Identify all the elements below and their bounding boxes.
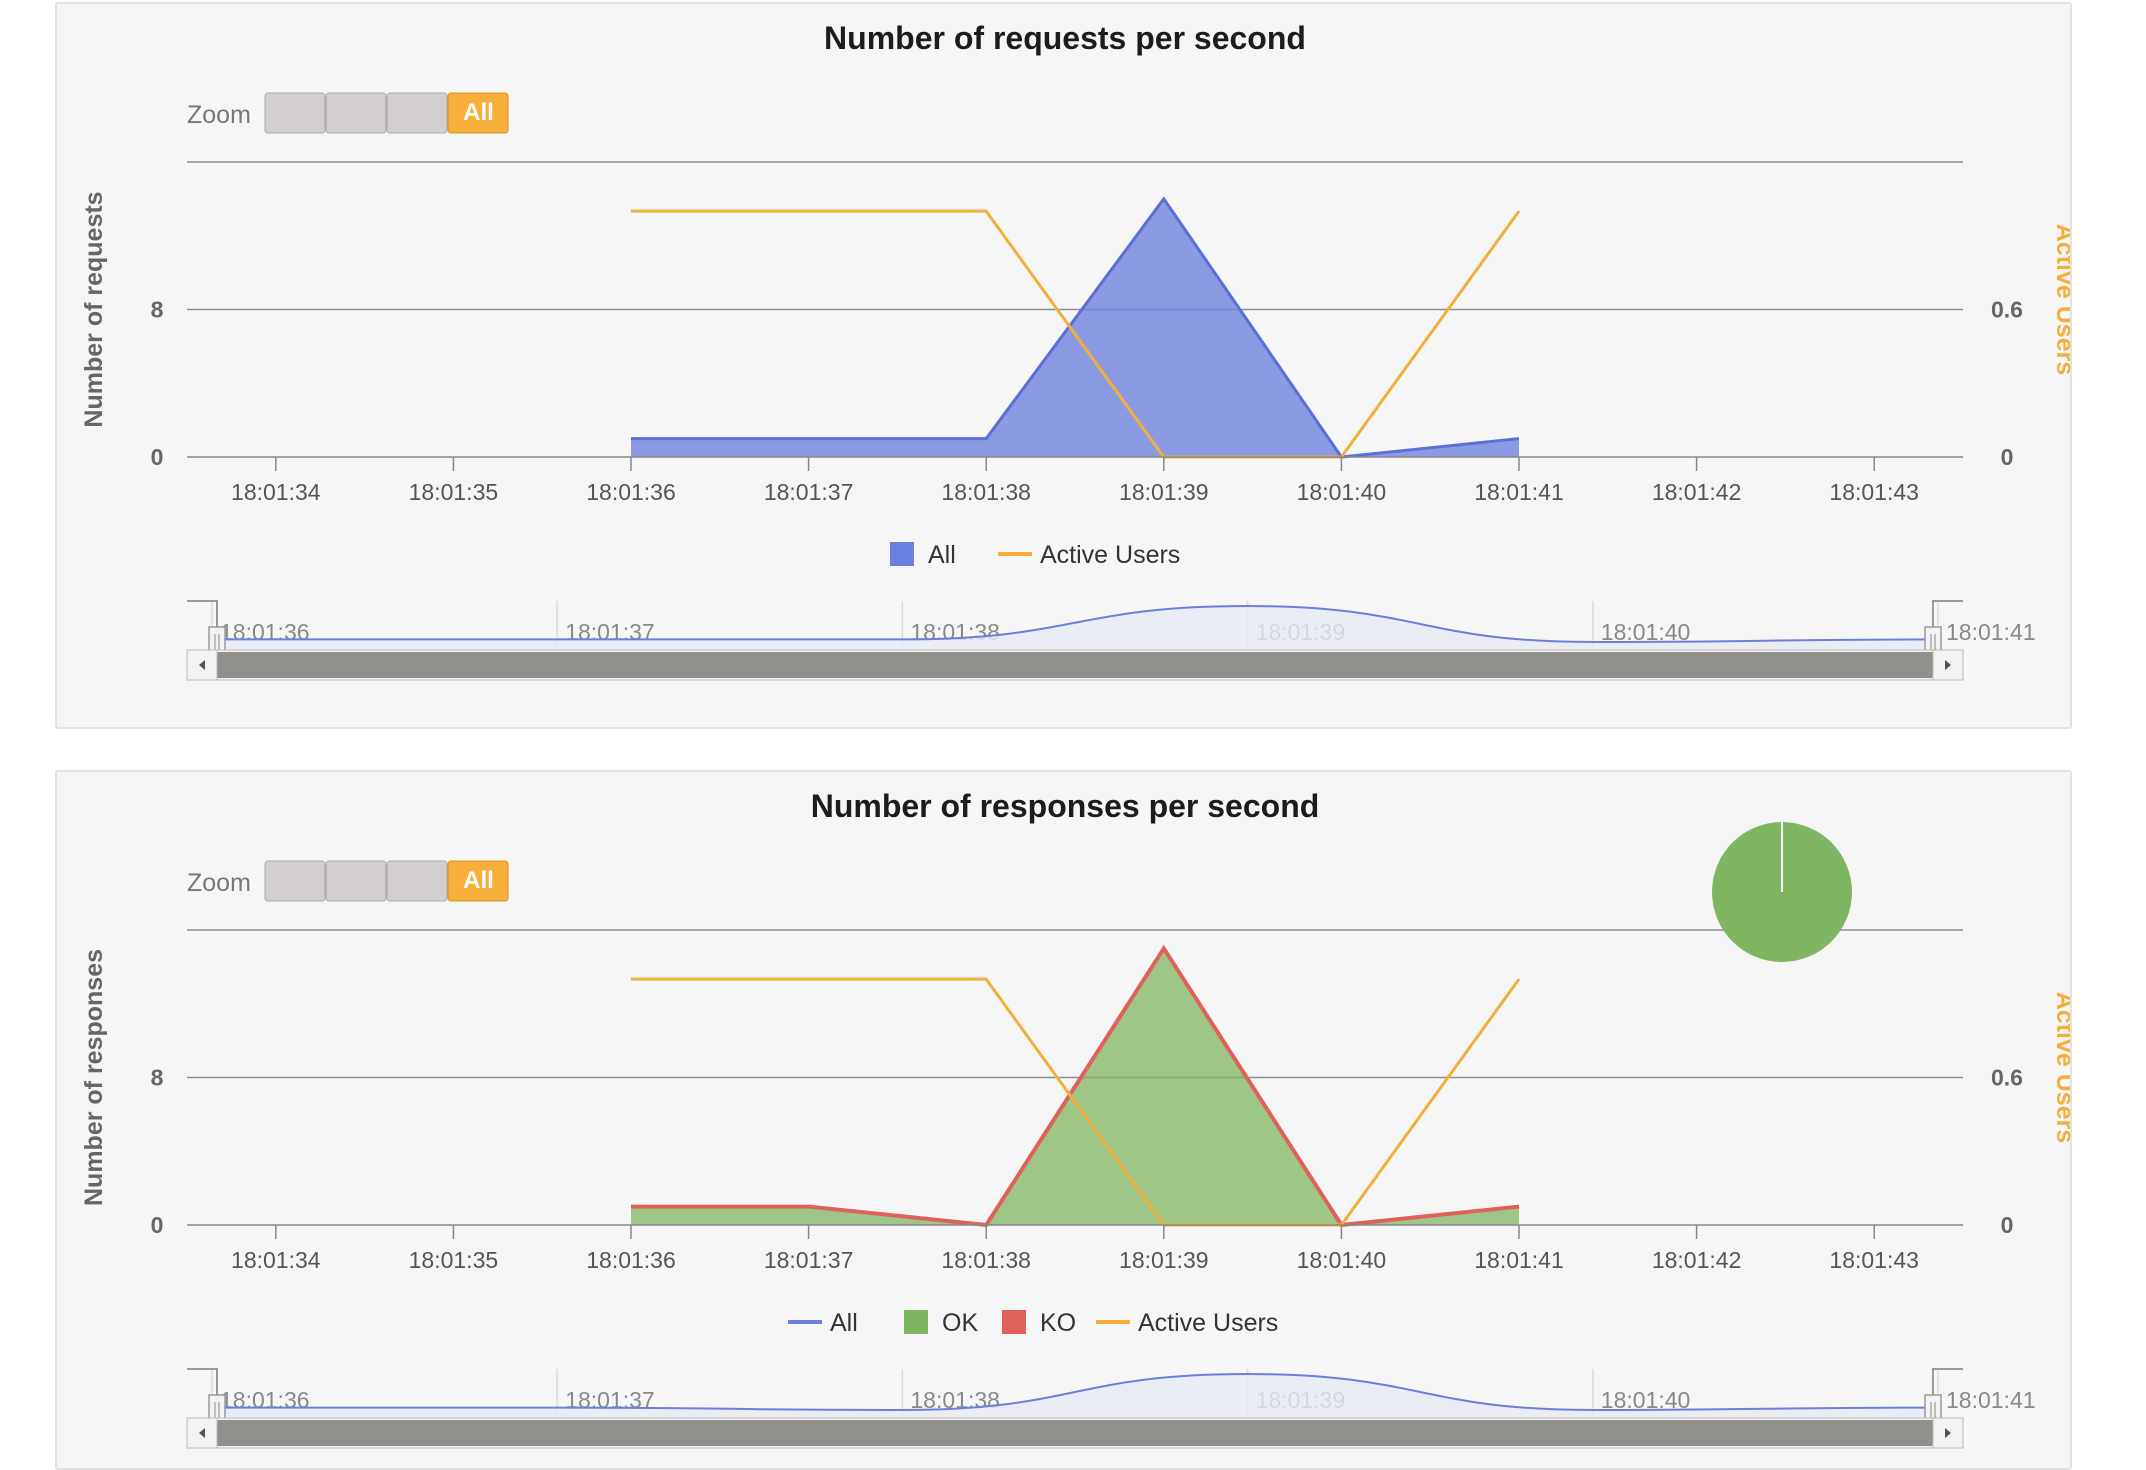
y-tick-label-left: 0	[151, 1212, 164, 1238]
zoom-button[interactable]	[325, 92, 387, 134]
y-tick-label-left: 8	[151, 1065, 164, 1091]
x-tick-label: 18:01:35	[409, 479, 499, 505]
legend-item-all[interactable]: All	[928, 541, 956, 569]
series-line-active-users	[631, 209, 1521, 459]
y-axis-label-left: Number of responses	[80, 949, 108, 1206]
legend-marker-ok	[904, 1310, 928, 1334]
x-tick-label: 18:01:39	[1119, 479, 1209, 505]
scrollbar-left-arrow-button[interactable]	[186, 1417, 218, 1449]
y-tick-label-left: 8	[151, 297, 164, 323]
scrollbar-right-arrow-icon	[1945, 1428, 1951, 1438]
scrollbar-thumb[interactable]	[217, 1420, 1933, 1446]
zoom-button-all-label: All	[463, 99, 494, 126]
zoom-button[interactable]	[386, 860, 448, 902]
zoom-button[interactable]	[264, 92, 326, 134]
x-tick-label: 18:01:38	[941, 479, 1031, 505]
x-tick-label: 18:01:40	[1297, 1247, 1387, 1273]
y-tick-label-right: 0.6	[1991, 297, 2023, 323]
y-axis-label-right: Active Users	[2051, 992, 2072, 1143]
zoom-button[interactable]	[386, 92, 448, 134]
navigator-tick-label: 18:01:41	[1946, 619, 2036, 645]
navigator-tick-label: 18:01:40	[1601, 1387, 1691, 1413]
y-tick-label-left: 0	[151, 444, 164, 470]
x-tick-label: 18:01:36	[586, 479, 676, 505]
zoom-button-all[interactable]	[447, 860, 509, 902]
legend-item-ko[interactable]: KO	[1040, 1309, 1076, 1337]
zoom-label: Zoom	[187, 869, 251, 897]
navigator-line	[211, 1372, 1939, 1412]
x-tick-label: 18:01:43	[1829, 479, 1919, 505]
zoom-button[interactable]	[264, 860, 326, 902]
zoom-label: Zoom	[187, 101, 251, 129]
responses-chart: Number of responses per second Zoom All 0 8 N…	[80, 788, 2072, 1449]
x-tick-label: 18:01:42	[1652, 1247, 1742, 1273]
zoom-button-all-label: All	[463, 867, 494, 894]
navigator-tick-label: 18:01:40	[1601, 619, 1691, 645]
legend-marker-all	[890, 542, 914, 566]
x-tick-label: 18:01:37	[764, 479, 854, 505]
legend-item-active-users[interactable]: Active Users	[1138, 1309, 1278, 1337]
responses-chart-panel: Number of responses per second Zoom All 0 8 N…	[55, 770, 2072, 1470]
scrollbar-right-arrow-button[interactable]	[1932, 1417, 1964, 1449]
scrollbar-thumb[interactable]	[217, 652, 1933, 678]
scrollbar-right-arrow-icon	[1945, 660, 1951, 670]
y-tick-label-right: 0	[2001, 1212, 2014, 1238]
scrollbar-left-arrow-icon	[199, 660, 205, 670]
series-line-active-users	[631, 977, 1521, 1227]
requests-chart: Number of requests per second Zoom All 0 8 Nu…	[80, 20, 2072, 681]
navigator-tick-label: 18:01:41	[1946, 1387, 2036, 1413]
x-tick-label: 18:01:36	[586, 1247, 676, 1273]
y-tick-label-right: 0.6	[1991, 1065, 2023, 1091]
legend-marker-ko	[1002, 1310, 1026, 1334]
series-line-ko	[631, 944, 1520, 1228]
scrollbar-left-arrow-button[interactable]	[186, 649, 218, 681]
legend-item-active-users[interactable]: Active Users	[1040, 541, 1180, 569]
zoom-button[interactable]	[325, 860, 387, 902]
legend-item-all[interactable]: All	[830, 1309, 858, 1337]
x-tick-label: 18:01:37	[764, 1247, 854, 1273]
y-tick-label-right: 0	[2001, 444, 2014, 470]
scrollbar-right-arrow-button[interactable]	[1932, 649, 1964, 681]
x-tick-label: 18:01:35	[409, 1247, 499, 1273]
y-axis-label-right: Active Users	[2051, 224, 2072, 375]
x-tick-label: 18:01:43	[1829, 1247, 1919, 1273]
series-line-all	[631, 196, 1520, 459]
x-tick-label: 18:01:40	[1297, 479, 1387, 505]
x-tick-label: 18:01:34	[231, 479, 321, 505]
x-tick-label: 18:01:41	[1474, 1247, 1564, 1273]
chart-title: Number of responses per second	[811, 788, 1320, 824]
x-tick-label: 18:01:38	[941, 1247, 1031, 1273]
x-tick-label: 18:01:42	[1652, 479, 1742, 505]
legend-item-ok[interactable]: OK	[942, 1309, 978, 1337]
x-tick-label: 18:01:39	[1119, 1247, 1209, 1273]
y-axis-label-left: Number of requests	[80, 191, 108, 427]
x-tick-label: 18:01:34	[231, 1247, 321, 1273]
series-area-all	[631, 198, 1519, 457]
scrollbar-left-arrow-icon	[199, 1428, 205, 1438]
x-tick-label: 18:01:41	[1474, 479, 1564, 505]
requests-chart-panel: Number of requests per second Zoom All 0 8 Nu…	[55, 2, 2072, 729]
zoom-button-all[interactable]	[447, 92, 509, 134]
chart-title: Number of requests per second	[824, 20, 1306, 56]
navigator-line	[211, 604, 1939, 644]
